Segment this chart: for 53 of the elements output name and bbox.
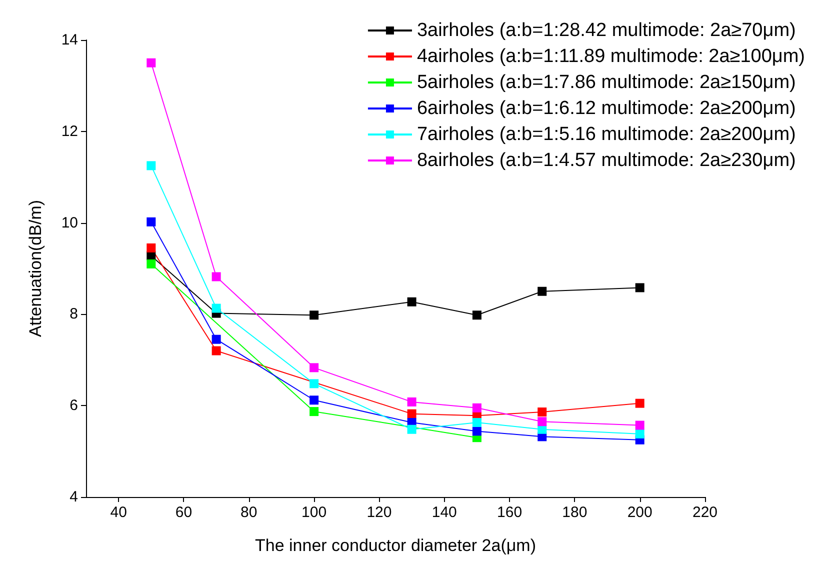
point bbox=[146, 58, 156, 68]
x-tick-label: 120 bbox=[366, 504, 392, 521]
x-tick-label: 200 bbox=[627, 504, 652, 521]
point bbox=[407, 397, 416, 406]
x-tick-label: 100 bbox=[302, 504, 327, 521]
point bbox=[212, 304, 221, 313]
point bbox=[212, 272, 221, 282]
y-tick-label: 4 bbox=[70, 488, 78, 506]
point bbox=[310, 407, 319, 416]
legend-label: 7airholes (a:b=1:5.16 multimode: 2a≥200μm) bbox=[416, 124, 796, 145]
point bbox=[538, 286, 547, 296]
x-tick-label: 40 bbox=[110, 504, 127, 521]
point bbox=[310, 396, 319, 405]
point bbox=[407, 409, 416, 418]
point bbox=[472, 418, 482, 428]
point bbox=[146, 259, 156, 268]
legend-label: 3airholes (a:b=1:28.42 multimode: 2a≥70μm) bbox=[416, 20, 796, 41]
y-tick-label: 14 bbox=[61, 32, 78, 48]
point bbox=[310, 379, 319, 388]
y-tick-label: 6 bbox=[70, 397, 78, 414]
point bbox=[146, 217, 156, 226]
point bbox=[212, 334, 221, 344]
point bbox=[635, 398, 644, 408]
x-axis-title: The inner conductor diameter 2a(μm) bbox=[255, 536, 536, 555]
x-tick-label: 80 bbox=[240, 504, 258, 521]
point bbox=[538, 408, 547, 416]
x-tick-label: 160 bbox=[497, 504, 522, 521]
point bbox=[407, 424, 416, 434]
point bbox=[146, 243, 156, 252]
point bbox=[310, 310, 319, 320]
point bbox=[538, 417, 547, 426]
point bbox=[407, 297, 416, 306]
point bbox=[635, 420, 644, 430]
x-tick-label: 180 bbox=[562, 504, 588, 521]
legend-label: 8airholes (a:b=1:4.57 multimode: 2a≥230μm) bbox=[416, 150, 796, 171]
x-tick-label: 140 bbox=[432, 504, 457, 521]
point bbox=[212, 346, 221, 356]
point bbox=[310, 363, 319, 372]
x-tick-label: 220 bbox=[692, 504, 718, 521]
legend-label: 6airholes (a:b=1:6.12 multimode: 2a≥200μm) bbox=[416, 98, 796, 119]
point bbox=[472, 310, 482, 320]
point bbox=[635, 429, 644, 438]
point bbox=[472, 426, 482, 436]
y-tick-label: 12 bbox=[61, 122, 78, 140]
x-tick-label: 60 bbox=[175, 504, 192, 521]
y-axis-title: Attenuation(dB/m) bbox=[26, 200, 45, 338]
y-tick-label: 8 bbox=[70, 306, 78, 323]
legend-label: 4airholes (a:b=1:11.89 multimode: 2a≥100μm) bbox=[416, 46, 806, 67]
y-tick-label: 10 bbox=[61, 214, 78, 232]
point bbox=[472, 403, 482, 412]
point bbox=[146, 161, 156, 170]
point bbox=[635, 283, 644, 292]
legend-label: 5airholes (a:b=1:7.86 multimode: 2a≥150μm) bbox=[416, 72, 796, 93]
